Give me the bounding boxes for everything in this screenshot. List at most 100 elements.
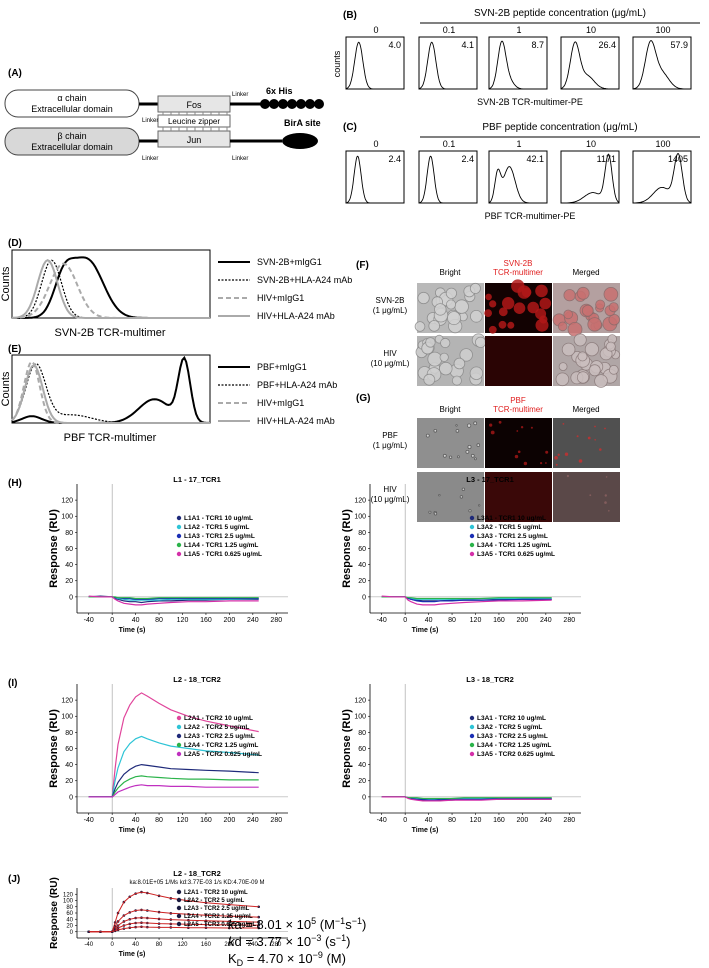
legend-dot (176, 889, 182, 895)
legend-label: HIV+HLA-A24 mAb (257, 311, 335, 321)
y-tick-label: 100 (61, 514, 73, 521)
y-label: Response (RU) (341, 709, 353, 788)
y-tick-label: 60 (65, 546, 73, 553)
chart-title: L1 - 17_TCR1 (173, 475, 221, 484)
cell (442, 453, 447, 458)
fit-line (88, 891, 259, 933)
x-tick-label: 280 (271, 942, 282, 948)
histogram-box (632, 36, 692, 90)
panel-label: (B) (343, 10, 357, 21)
his-tag (278, 99, 288, 109)
cell (434, 303, 447, 316)
x-tick-label: 240 (248, 942, 259, 948)
kinetic-text: s (345, 917, 352, 932)
y-tick-label: 80 (65, 530, 73, 537)
y-tick-label: 80 (358, 730, 366, 737)
x-tick-label: 160 (493, 617, 505, 624)
legend-dot (176, 524, 182, 530)
legend-dot (176, 897, 182, 903)
panel-label: (I) (8, 678, 17, 689)
histogram-curve (345, 155, 404, 204)
cell (425, 337, 436, 348)
x-tick-label: 160 (200, 617, 212, 624)
legend-dot (176, 515, 182, 521)
x-tick-label: 120 (177, 617, 189, 624)
panel-label: (A) (8, 68, 22, 79)
cell (594, 425, 596, 428)
y-tick-label: 20 (66, 924, 73, 930)
cell (563, 289, 576, 302)
histogram-box (560, 150, 620, 204)
y-tick-label: 60 (358, 546, 366, 553)
kinetic-constant: KD = 4.70 × 10−9 (M) (228, 950, 346, 968)
legend-label: L2A2 - TCR2 5 ug/mL (184, 724, 249, 731)
label: Extracellular domain (31, 104, 113, 114)
x-tick-label: 240 (247, 817, 259, 824)
histogram-curve (418, 155, 477, 204)
cell (470, 453, 475, 458)
y-tick-label: 120 (61, 698, 73, 705)
mfi-value: 42.1 (526, 154, 544, 164)
histogram-curve (633, 153, 692, 204)
concentration-label: 100 (655, 25, 670, 35)
legend-label: L3A5 - TCR1 0.625 ug/mL (477, 551, 555, 558)
cell (489, 423, 493, 427)
kinetic-text: −9 (313, 950, 323, 960)
cell (605, 341, 616, 352)
histogram-box (488, 150, 548, 204)
cell (478, 504, 481, 507)
legend-label: L2A1 - TCR2 10 ug/mL (184, 715, 253, 722)
cell (453, 357, 466, 370)
x-label: Time (s) (412, 827, 439, 834)
legend-label: L1A1 - TCR1 10 ug/mL (184, 515, 253, 522)
legend-dot (176, 921, 182, 927)
x-tick-label: 200 (224, 817, 236, 824)
x-label: Time (s) (119, 627, 146, 634)
series-line (88, 595, 259, 606)
cell (554, 456, 558, 460)
x-tick-label: -40 (377, 617, 387, 624)
legend-label: L2A2 - TCR2 5 ug/mL (184, 898, 245, 904)
label: Leucine zipper (168, 117, 220, 126)
cell (587, 317, 602, 332)
legend-label: HIV+HLA-A24 mAb (257, 416, 335, 426)
x-tick-label: 120 (177, 817, 189, 824)
histogram-curve (345, 41, 404, 90)
legend-label: L2A1 - TCR2 10 ug/mL (184, 890, 248, 896)
y-tick-label: 0 (362, 794, 366, 801)
x-tick-label: 280 (270, 617, 282, 624)
cell (562, 423, 565, 425)
cell (488, 325, 497, 334)
concentration-label: 0.1 (443, 25, 456, 35)
cell (461, 487, 466, 491)
cell (576, 435, 579, 438)
fit-line (88, 917, 259, 933)
column-label: TCR-multimer (493, 405, 543, 414)
legend-label: L2A3 - TCR2 2.5 ug/mL (184, 733, 255, 740)
cell (595, 299, 606, 310)
x-tick-label: 0 (403, 817, 407, 824)
annotation: ka:8.01E+05 1/Ms kd:3.77E-03 1/s KD:4.70… (130, 880, 265, 886)
legend-label: L3A3 - TCR2 2.5 ug/mL (477, 733, 548, 740)
y-tick-label: 20 (358, 578, 366, 585)
histogram-curve (488, 40, 547, 90)
y-tick-label: 0 (362, 594, 366, 601)
concentration-label: 1 (516, 139, 521, 149)
bira-site (282, 133, 318, 149)
y-tick-label: 100 (354, 714, 366, 721)
panel-label: (D) (8, 238, 22, 249)
legend-label: L2A5 - TCR2 0.625 ug/mL (184, 751, 262, 758)
series-line (381, 596, 552, 600)
label: BirA site (284, 118, 321, 128)
cell (455, 424, 458, 427)
mfi-value: 1405 (668, 154, 688, 164)
panel-label: (C) (343, 122, 357, 133)
x-tick-label: 200 (224, 942, 235, 948)
x-tick-label: 40 (132, 817, 140, 824)
cell (451, 375, 462, 386)
x-tick-label: 200 (517, 617, 529, 624)
x-tick-label: 0 (403, 617, 407, 624)
column-label: PBF (510, 396, 526, 405)
cell (603, 286, 619, 302)
cell (557, 321, 568, 332)
